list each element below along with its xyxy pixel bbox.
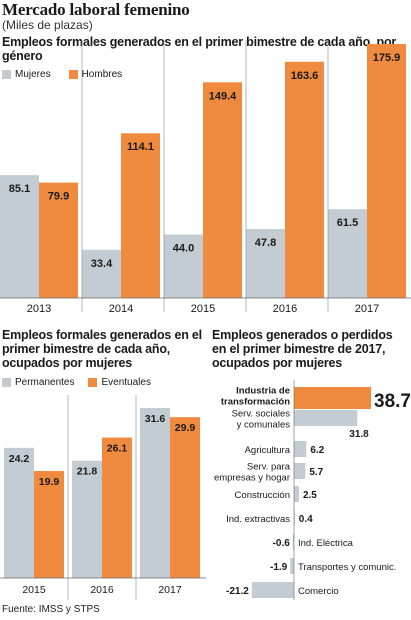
category-label-8: Comercio bbox=[298, 586, 339, 597]
bar-mujeres-2016 bbox=[246, 228, 285, 298]
bar-category-3 bbox=[294, 463, 306, 479]
x-tick-label-2015: 2015 bbox=[22, 584, 46, 596]
chart2-legend: Permanentes Eventuales bbox=[2, 377, 151, 388]
data-label-category-0: 38.7 bbox=[374, 391, 411, 412]
data-label-eventuales-2016: 26.1 bbox=[107, 443, 128, 455]
chart1-plot: 85.1 79.9 2013 33.4 114.1 2014 44.0 149.4 2015 47… bbox=[0, 40, 411, 315]
x-tick-label-2016: 2016 bbox=[90, 584, 114, 596]
data-label-mujeres-2017: 61.5 bbox=[337, 217, 358, 229]
data-label-hombres-2016: 163.6 bbox=[291, 70, 319, 82]
bar-category-8 bbox=[251, 582, 294, 598]
bar-permanentes-2015 bbox=[4, 447, 34, 578]
category-label-6: Ind. Eléctrica bbox=[298, 538, 354, 549]
data-label-permanentes-2017: 31.6 bbox=[145, 413, 166, 425]
legend-label-hombres: Hombres bbox=[81, 69, 123, 80]
legend-swatch-hombres bbox=[68, 70, 78, 79]
bar-mujeres-2013 bbox=[0, 175, 39, 298]
category-label-3: Serv. para empresas y hogar bbox=[214, 462, 291, 484]
data-label-hombres-2014: 114.1 bbox=[127, 141, 154, 153]
category-label-2: Agricultura bbox=[245, 445, 291, 456]
bar-hombres-2016 bbox=[285, 61, 324, 298]
bar-category-5 bbox=[294, 510, 295, 526]
data-label-eventuales-2017: 29.9 bbox=[175, 422, 196, 434]
bar-category-4 bbox=[294, 486, 299, 502]
legend-label-mujeres: Mujeres bbox=[15, 69, 51, 80]
data-label-category-2: 6.2 bbox=[310, 445, 324, 456]
x-tick-label-2014: 2014 bbox=[109, 303, 133, 315]
x-tick-label-2015: 2015 bbox=[191, 303, 215, 315]
chart3-title: Empleos generados o perdidos en el prime… bbox=[212, 328, 393, 370]
data-label-mujeres-2016: 47.8 bbox=[255, 237, 276, 249]
chart2-title: Empleos formales generados en el primer … bbox=[2, 328, 202, 370]
legend-swatch-eventuales bbox=[88, 378, 98, 387]
category-label-5: Ind. extractivas bbox=[226, 514, 290, 525]
bar-mujeres-2014 bbox=[82, 249, 121, 298]
bar-category-6 bbox=[292, 534, 294, 550]
legend-label-permanentes: Permanentes bbox=[15, 377, 75, 388]
data-label-hombres-2013: 79.9 bbox=[48, 191, 69, 203]
bar-category-2 bbox=[294, 441, 307, 457]
chart1-legend: Mujeres Hombres bbox=[2, 69, 122, 80]
bar-permanentes-2017 bbox=[140, 408, 170, 578]
data-label-category-7: -1.9 bbox=[270, 562, 288, 573]
x-tick-label-2017: 2017 bbox=[158, 584, 182, 596]
bar-hombres-2014 bbox=[121, 133, 160, 298]
legend-swatch-mujeres bbox=[2, 70, 11, 79]
bar-eventuales-2016 bbox=[102, 437, 132, 578]
category-label-1: Serv. sociales y comunales bbox=[232, 409, 291, 431]
category-label-7: Transportes y comunic. bbox=[298, 562, 396, 573]
data-label-mujeres-2015: 44.0 bbox=[173, 242, 194, 254]
bar-category-1 bbox=[294, 410, 358, 426]
source-note: Fuente: IMSS y STPS bbox=[2, 604, 100, 615]
bar-category-7 bbox=[290, 558, 294, 574]
bar-permanentes-2016 bbox=[72, 460, 102, 578]
data-label-eventuales-2015: 19.9 bbox=[39, 476, 60, 488]
data-label-category-1: 31.8 bbox=[349, 429, 369, 440]
bar-hombres-2017 bbox=[367, 44, 406, 298]
data-label-category-6: -0.6 bbox=[273, 538, 291, 549]
bar-mujeres-2015 bbox=[164, 234, 203, 298]
data-label-hombres-2015: 149.4 bbox=[209, 90, 237, 102]
category-label-4: Construcción bbox=[235, 490, 290, 501]
x-tick-label-2017: 2017 bbox=[355, 303, 379, 315]
data-label-mujeres-2013: 85.1 bbox=[9, 183, 30, 195]
data-label-category-8: -21.2 bbox=[226, 586, 249, 597]
x-tick-label-2013: 2013 bbox=[27, 303, 51, 315]
data-label-mujeres-2014: 33.4 bbox=[91, 258, 113, 270]
data-label-permanentes-2016: 21.8 bbox=[77, 466, 98, 478]
data-label-category-5: 0.4 bbox=[299, 514, 313, 525]
legend-label-eventuales: Eventuales bbox=[101, 377, 151, 388]
bar-eventuales-2015 bbox=[34, 470, 64, 578]
bar-category-0 bbox=[294, 387, 371, 409]
data-label-hombres-2017: 175.9 bbox=[373, 52, 401, 64]
data-label-category-3: 5.7 bbox=[309, 467, 323, 478]
chart1-title: Empleos formales generados en el primer … bbox=[2, 35, 397, 63]
page-subtitle: (Miles de plazas) bbox=[2, 18, 93, 32]
page-title: Mercado laboral femenino bbox=[2, 0, 190, 19]
data-label-category-4: 2.5 bbox=[303, 490, 317, 501]
data-label-permanentes-2015: 24.2 bbox=[9, 453, 30, 465]
bar-hombres-2013 bbox=[39, 182, 78, 298]
bar-mujeres-2017 bbox=[328, 209, 367, 298]
bar-eventuales-2017 bbox=[170, 417, 200, 578]
x-tick-label-2016: 2016 bbox=[273, 303, 297, 315]
category-label-0: Industria de transformación bbox=[221, 386, 290, 408]
bar-hombres-2015 bbox=[203, 82, 242, 299]
legend-swatch-permanentes bbox=[2, 378, 11, 387]
